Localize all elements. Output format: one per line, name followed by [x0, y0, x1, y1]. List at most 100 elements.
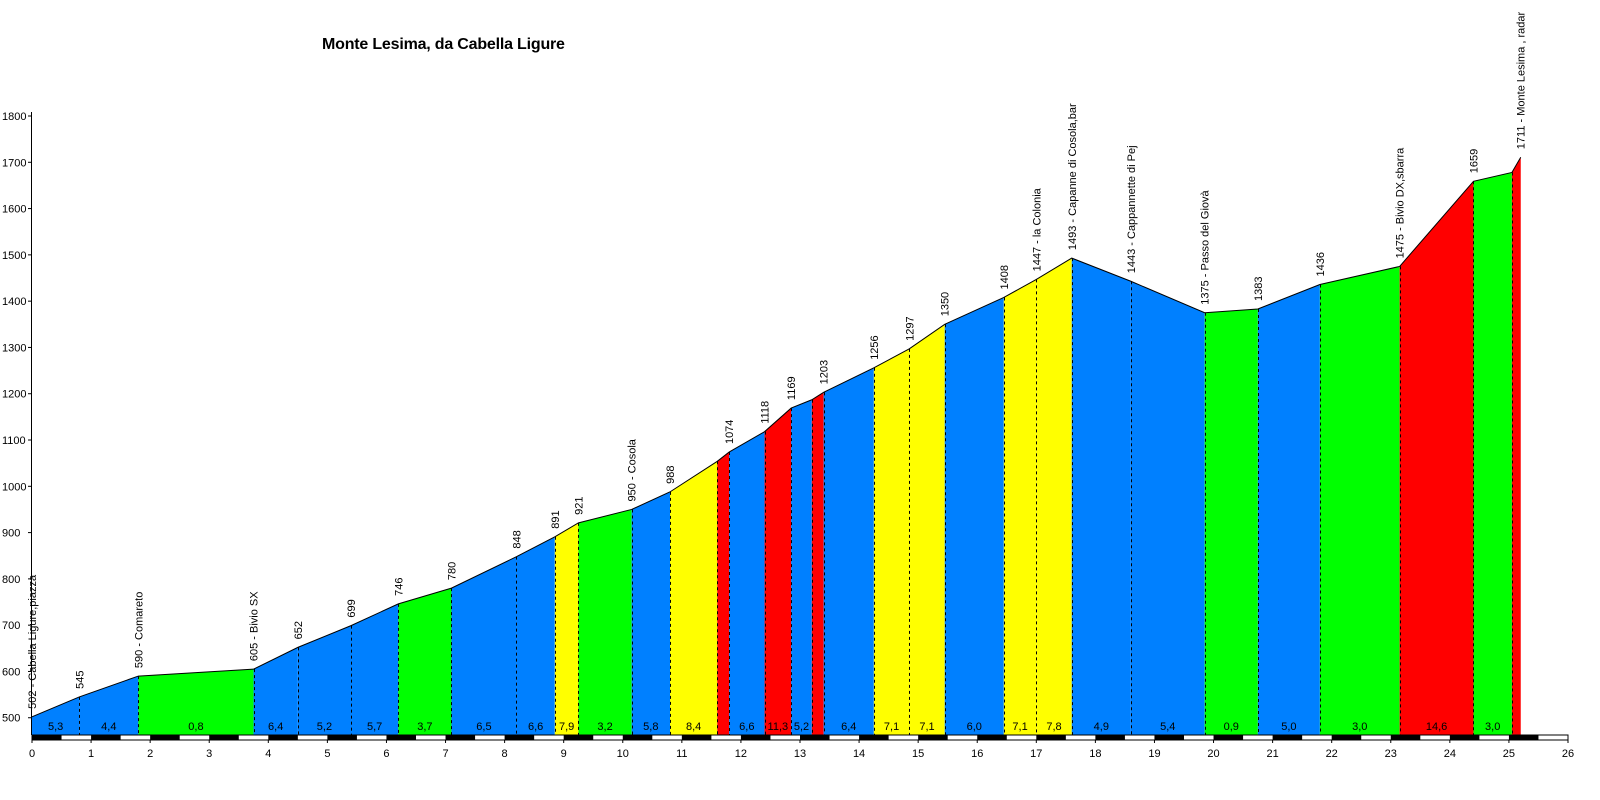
km-bar-block [327, 735, 357, 740]
x-tick-label: 23 [1385, 748, 1397, 760]
km-bar-block [209, 735, 239, 740]
gradient-label: 6,4 [268, 721, 283, 733]
x-tick-label: 11 [676, 748, 687, 760]
x-tick-label: 16 [971, 748, 983, 760]
y-tick-label: 1800 [2, 111, 26, 123]
x-tick-label: 22 [1326, 748, 1338, 760]
segment-fill-14 [729, 431, 765, 735]
x-tick-label: 10 [617, 748, 629, 760]
gradient-label: 3,2 [597, 721, 612, 733]
altitude-label: 988 [665, 465, 677, 483]
y-tick-label: 1200 [2, 389, 26, 401]
x-tick-label: 17 [1030, 748, 1042, 760]
x-tick-label: 1 [88, 748, 94, 760]
segment-fill-19 [873, 348, 910, 735]
y-tick-label: 800 [2, 574, 20, 586]
altitude-label: 1169 [786, 376, 798, 400]
gradient-label: 7,8 [1046, 721, 1061, 733]
y-tick-label: 1700 [2, 157, 26, 169]
segment-fill-27 [1257, 284, 1320, 735]
x-tick-label: 24 [1444, 748, 1456, 760]
x-tick-label: 9 [561, 748, 567, 760]
segment-fill-4 [297, 625, 352, 735]
segment-fill-21 [944, 297, 1004, 735]
chart-title: Monte Lesima, da Cabella Ligure [322, 36, 565, 53]
km-bar-block [918, 735, 948, 740]
gradient-label: 4,4 [101, 721, 116, 733]
gradient-label: 6,6 [528, 721, 543, 733]
km-bar-block [386, 735, 416, 740]
km-bar-block [268, 735, 298, 740]
km-bar-block [622, 735, 653, 740]
km-bar-block [504, 735, 535, 740]
km-bar-block [1508, 735, 1539, 740]
km-bar-block [91, 735, 121, 740]
altitude-label: 1493 - Capanne di Cosola,bar [1067, 103, 1079, 250]
x-tick-label: 2 [147, 748, 153, 760]
altitude-label: 1118 [760, 401, 772, 424]
gradient-label: 5,4 [1160, 721, 1175, 733]
altitude-label: 1443 - Cappannette di Pej [1126, 145, 1138, 273]
altitude-label: 746 [393, 578, 405, 596]
segment-dividers [79, 172, 1513, 735]
segment-fill-6 [398, 588, 452, 735]
gradient-label: 3,0 [1352, 721, 1367, 733]
segment-fill-18 [823, 367, 874, 735]
x-tick-label: 26 [1562, 748, 1574, 760]
segment-fill-2 [138, 669, 254, 735]
gradient-label: 6,4 [841, 721, 856, 733]
segment-fill-7 [451, 556, 517, 735]
gradient-label: 0,9 [1224, 721, 1239, 733]
gradient-label: 7,1 [919, 721, 934, 733]
altitude-label: 891 [550, 510, 562, 528]
altitude-label: 1256 [869, 335, 881, 359]
x-tick-label: 7 [442, 748, 448, 760]
segment-fill-0 [32, 696, 80, 735]
altitude-label: 1659 [1468, 149, 1480, 173]
gradient-label: 5,8 [643, 721, 658, 733]
segment-fill-3 [253, 647, 298, 735]
segment-fill-28 [1319, 266, 1400, 735]
segment-fill-20 [909, 324, 945, 735]
altitude-label: 1436 [1315, 252, 1327, 276]
segment-fill-11 [631, 491, 671, 735]
altitude-label: 605 - Bivio SX [249, 591, 261, 661]
y-axis: 500 600 700 800 900 1000 1100 1200 1300 1400 1500 1… [2, 111, 32, 735]
altitude-label: 1408 [999, 265, 1011, 289]
km-bar-block [150, 735, 180, 740]
gradient-label: 5,2 [794, 721, 809, 733]
altitude-label: 502 - Cabella Ligure,piazza [27, 574, 39, 709]
gradient-segments [32, 157, 1521, 736]
km-bar-block [681, 735, 712, 740]
gradient-label: 11,3 [768, 721, 789, 733]
km-bar-block [1213, 735, 1244, 740]
x-axis: 0 1 2 3 4 5 6 7 8 9 10 11 12 13 14 15 16 17 18 19 20 21 22 23 24… [29, 740, 1574, 760]
y-tick-label: 1400 [2, 296, 26, 308]
segment-fill-12 [670, 461, 718, 735]
x-tick-label: 14 [853, 748, 865, 760]
km-bar-block [859, 735, 889, 740]
gradient-labels: 5,3 4,4 0,8 6,4 5,2 5,7 3,7 6,5 6,6 7,9 3,2 5,8 8,4 6… [48, 721, 1500, 733]
y-tick-label: 900 [2, 528, 20, 540]
gradient-label: 4,9 [1094, 721, 1109, 733]
km-bar-block [1331, 735, 1362, 740]
km-bar-block [1095, 735, 1125, 740]
altitude-label: 1203 [819, 360, 831, 384]
x-tick-label: 12 [735, 748, 747, 760]
x-tick-label: 6 [383, 748, 389, 760]
segment-fill-9 [554, 522, 579, 735]
x-tick-label: 8 [502, 748, 508, 760]
km-bar-block [1390, 735, 1421, 740]
y-tick-label: 1300 [2, 342, 26, 354]
gradient-label: 8,4 [686, 721, 701, 733]
altitude-label: 848 [511, 530, 523, 548]
gradient-label: 7,9 [559, 721, 574, 733]
altitude-label: 950 - Cosola [627, 438, 639, 501]
y-tick-label: 1100 [2, 435, 26, 447]
gradient-label: 5,0 [1281, 721, 1296, 733]
gradient-label: 6,5 [476, 721, 491, 733]
x-tick-label: 13 [794, 748, 806, 760]
profile-outline [31, 156, 1522, 718]
segment-fill-31 [1511, 157, 1521, 735]
